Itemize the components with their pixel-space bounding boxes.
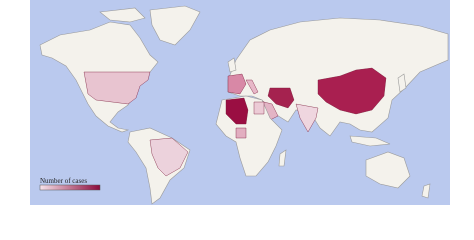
japan: [397, 73, 407, 93]
brazil: [149, 137, 189, 177]
china: [317, 67, 387, 115]
iran: [267, 87, 295, 109]
legend-title: Number of cases: [40, 177, 87, 185]
india: [295, 103, 319, 133]
legend-bar: [39, 184, 101, 191]
nigeria: [235, 127, 247, 139]
new-zealand: [421, 183, 431, 199]
madagascar: [278, 149, 287, 167]
greenland: [149, 5, 201, 46]
usa: [83, 71, 151, 105]
arctic-islands: [99, 7, 146, 23]
egypt: [253, 101, 265, 115]
indonesia: [349, 135, 391, 147]
map: Number of cases: [30, 0, 450, 205]
italy: [245, 79, 259, 95]
france-spain: [227, 73, 247, 95]
algeria: [225, 97, 249, 125]
australia: [365, 151, 411, 189]
uk: [227, 57, 237, 73]
